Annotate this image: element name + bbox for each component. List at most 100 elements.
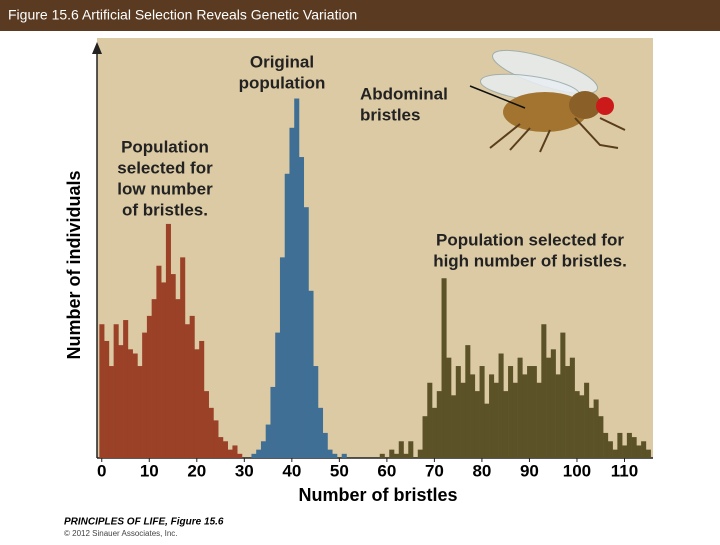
bar bbox=[180, 257, 186, 458]
x-tick-label: 50 bbox=[330, 461, 349, 480]
bar bbox=[531, 366, 537, 458]
bar bbox=[607, 441, 613, 458]
bar bbox=[560, 332, 566, 458]
annotation: high number of bristles. bbox=[433, 251, 627, 270]
bar bbox=[470, 374, 476, 458]
bar bbox=[555, 374, 561, 458]
bar bbox=[237, 453, 243, 458]
bar bbox=[218, 437, 224, 458]
bar bbox=[394, 453, 400, 458]
bar bbox=[161, 282, 167, 458]
annotation: Population bbox=[121, 137, 209, 156]
bar bbox=[622, 445, 628, 458]
bar bbox=[603, 432, 609, 458]
bar bbox=[184, 324, 190, 458]
bar bbox=[565, 366, 571, 458]
bar bbox=[208, 407, 214, 458]
annotation: bristles bbox=[360, 105, 420, 124]
bar bbox=[427, 382, 433, 458]
bar bbox=[493, 382, 499, 458]
bar bbox=[279, 257, 286, 458]
y-axis-arrow bbox=[92, 42, 102, 54]
bar bbox=[503, 391, 509, 458]
bar bbox=[265, 424, 271, 458]
bar bbox=[146, 315, 152, 458]
bar bbox=[636, 445, 642, 458]
bar bbox=[527, 366, 533, 458]
annotation: Population selected for bbox=[436, 230, 624, 249]
bar bbox=[541, 324, 547, 458]
bar bbox=[436, 391, 442, 458]
bar bbox=[379, 453, 385, 458]
bar bbox=[598, 416, 604, 458]
x-tick-label: 40 bbox=[282, 461, 301, 480]
bar bbox=[222, 441, 228, 458]
bar bbox=[403, 453, 409, 458]
bar bbox=[579, 395, 585, 458]
bar bbox=[308, 290, 314, 458]
bar bbox=[417, 449, 423, 458]
bar bbox=[313, 366, 319, 458]
bar bbox=[422, 416, 428, 458]
footer-copyright: © 2012 Sinauer Associates, Inc. bbox=[64, 529, 178, 538]
x-tick-label: 10 bbox=[140, 461, 159, 480]
bar bbox=[517, 357, 523, 458]
bar bbox=[151, 299, 157, 458]
bar bbox=[322, 432, 328, 458]
annotation: selected for bbox=[117, 158, 213, 177]
bar bbox=[474, 391, 480, 458]
annotation: low number bbox=[117, 179, 213, 198]
bar bbox=[479, 366, 485, 458]
bar bbox=[550, 349, 556, 458]
bar bbox=[256, 449, 262, 458]
bar bbox=[484, 403, 490, 458]
bar bbox=[584, 382, 590, 458]
bar bbox=[132, 353, 138, 458]
bar bbox=[175, 299, 181, 458]
bar bbox=[170, 274, 176, 458]
bar bbox=[317, 407, 324, 458]
bar bbox=[189, 315, 195, 458]
footer-source: PRINCIPLES OF LIFE, Figure 15.6 bbox=[64, 517, 224, 528]
bar bbox=[289, 127, 295, 458]
bar bbox=[123, 320, 129, 458]
bar bbox=[294, 98, 300, 459]
bar bbox=[626, 432, 632, 458]
bar bbox=[156, 265, 162, 458]
bar bbox=[460, 382, 466, 458]
bar bbox=[118, 345, 124, 458]
bar bbox=[113, 324, 119, 458]
bar bbox=[137, 366, 143, 458]
bar bbox=[341, 453, 347, 458]
bar bbox=[617, 432, 623, 458]
bar bbox=[522, 374, 528, 458]
x-tick-label: 60 bbox=[377, 461, 396, 480]
x-tick-label: 20 bbox=[187, 461, 206, 480]
bar bbox=[489, 374, 495, 458]
bar bbox=[213, 420, 219, 458]
bar bbox=[645, 449, 651, 458]
bar bbox=[194, 349, 200, 458]
bar bbox=[332, 453, 338, 458]
bar bbox=[465, 345, 471, 458]
x-tick-label: 0 bbox=[97, 461, 106, 480]
bar bbox=[303, 207, 309, 458]
bar bbox=[327, 449, 333, 458]
header-title: Figure 15.6 Artificial Selection Reveals… bbox=[8, 7, 357, 23]
x-tick-label: 100 bbox=[563, 461, 591, 480]
bar bbox=[441, 278, 447, 458]
bar bbox=[227, 449, 233, 458]
bar bbox=[232, 445, 238, 458]
bar bbox=[588, 407, 594, 458]
x-axis-label: Number of bristles bbox=[298, 485, 457, 505]
bar bbox=[251, 453, 257, 458]
bar bbox=[298, 157, 305, 459]
bar bbox=[631, 437, 637, 458]
bar bbox=[455, 366, 461, 458]
bar bbox=[284, 173, 290, 458]
x-tick-label: 80 bbox=[472, 461, 491, 480]
bar bbox=[612, 449, 618, 458]
x-tick-label: 90 bbox=[520, 461, 539, 480]
